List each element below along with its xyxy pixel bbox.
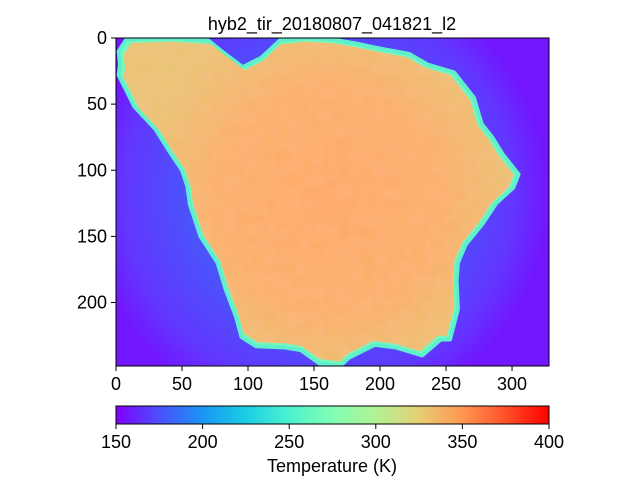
colorbar-gradient-bar (115, 405, 550, 425)
x-tick-label-300: 300 (497, 374, 527, 394)
x-tick-label-100: 100 (233, 374, 263, 394)
chart-title: hyb2_tir_20180807_041821_l2 (208, 14, 456, 35)
y-tick-label-150: 150 (77, 226, 107, 246)
plot-area (116, 38, 549, 366)
x-tick-label-0: 0 (111, 374, 121, 394)
y-axis: 0 50 100 150 200 (77, 28, 116, 313)
y-tick-label-100: 100 (77, 160, 107, 180)
colorbar-tick-label-200: 200 (188, 432, 218, 452)
x-tick-label-250: 250 (431, 374, 461, 394)
y-tick-label-0: 0 (97, 28, 107, 48)
colorbar-label: Temperature (K) (267, 456, 397, 476)
colorbar-tick-label-150: 150 (101, 432, 131, 452)
colorbar-tick-label-350: 350 (447, 432, 477, 452)
colorbar: 150 200 250 300 350 400 Temperature (K) (101, 405, 564, 476)
colorbar-tick-label-250: 250 (274, 432, 304, 452)
plot-frame (115, 37, 550, 367)
y-tick-label-50: 50 (87, 94, 107, 114)
colorbar-tick-label-300: 300 (361, 432, 391, 452)
asteroid-surface (123, 41, 514, 362)
x-tick-label-150: 150 (299, 374, 329, 394)
x-tick-label-200: 200 (365, 374, 395, 394)
y-tick-label-200: 200 (77, 293, 107, 313)
colorbar-tick-label-400: 400 (534, 432, 564, 452)
x-tick-label-50: 50 (172, 374, 192, 394)
x-axis: 0 50 100 150 200 250 300 (111, 366, 527, 394)
colorbar-ticks: 150 200 250 300 350 400 (101, 424, 564, 452)
